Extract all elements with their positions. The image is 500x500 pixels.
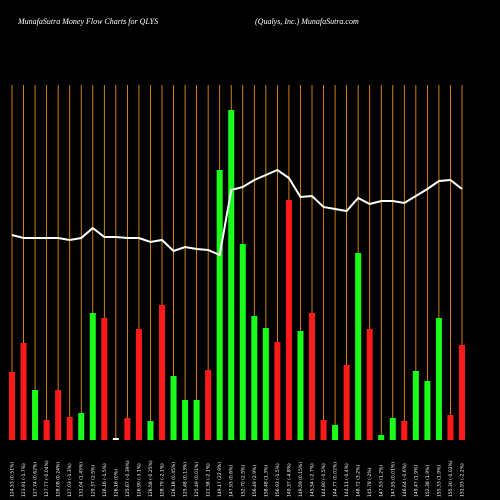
x-tick-label: 149.59 (0.15%) bbox=[298, 462, 304, 497]
x-tick-label: 125.67 (-0.39%) bbox=[125, 460, 131, 497]
bar bbox=[101, 318, 108, 440]
bar bbox=[78, 413, 85, 440]
bar bbox=[297, 331, 304, 440]
bar bbox=[193, 400, 200, 440]
bar bbox=[89, 313, 96, 440]
bar bbox=[262, 328, 269, 440]
x-tick-label: 127.77 (-0.04%) bbox=[44, 460, 50, 497]
x-tick-label: 126.58 (-0.25%) bbox=[148, 460, 154, 497]
chart-title: MunafaSutra Money Flow Charts for QLYS bbox=[17, 17, 158, 26]
bar bbox=[182, 400, 189, 440]
x-tick-label: 124.53 (0.51%) bbox=[10, 462, 16, 497]
bar bbox=[355, 253, 362, 440]
bar bbox=[43, 420, 50, 440]
x-tick-label: 128.08 (0.24%) bbox=[56, 462, 62, 497]
bar bbox=[378, 435, 385, 440]
x-tick-label: 131.04 (1.45%) bbox=[79, 462, 85, 497]
bar bbox=[228, 110, 235, 440]
price-line bbox=[11, 168, 463, 257]
bar bbox=[309, 313, 315, 440]
bar bbox=[124, 418, 131, 440]
x-tick-label: 126.16 (0%) bbox=[113, 469, 119, 497]
chart-subtitle: (Qualys, Inc.) MunafaSutra.com bbox=[255, 17, 359, 26]
bar bbox=[147, 421, 154, 440]
x-tick-label: 158.48 (1.3%) bbox=[263, 465, 269, 497]
x-tick-label: 126.16 (-1.5%) bbox=[102, 463, 108, 497]
bar bbox=[343, 365, 350, 440]
bar bbox=[251, 316, 258, 440]
bar bbox=[9, 372, 15, 440]
x-tick-label: 127.74 (0.62%) bbox=[33, 462, 39, 497]
x-tick-label: 145.78 (-2%) bbox=[367, 467, 373, 497]
bar bbox=[274, 342, 281, 440]
bar bbox=[32, 390, 39, 440]
bar bbox=[389, 418, 396, 440]
bar bbox=[412, 371, 419, 440]
bar bbox=[401, 421, 408, 440]
x-tick-label: 121.38 (-2.1%) bbox=[206, 463, 212, 497]
bar bbox=[216, 170, 223, 440]
x-tick-label: 128.79 (-2.1%) bbox=[160, 463, 166, 497]
x-tick-label: 152.70 (2.5%) bbox=[240, 465, 246, 497]
bar bbox=[424, 381, 431, 440]
bar bbox=[112, 438, 119, 440]
x-tick-label: 155.30 (-0.02%) bbox=[448, 460, 454, 497]
x-tick-label: 127.03 (-1.3%) bbox=[67, 463, 73, 497]
x-tick-label: 146.64 (-0.6%) bbox=[402, 463, 408, 497]
bar bbox=[135, 329, 142, 440]
bar bbox=[285, 200, 292, 440]
bar bbox=[320, 420, 327, 440]
x-tick-label: 151.93 (-2.2%) bbox=[460, 463, 466, 497]
x-tick-label: 156.93 (-1.5%) bbox=[275, 463, 281, 497]
bar bbox=[332, 425, 339, 440]
x-tick-label: 155.33 (1.9%) bbox=[436, 465, 442, 497]
x-tick-label: 144.77 (0.02%) bbox=[333, 462, 339, 497]
x-tick-label: 123.91 (-1.7%) bbox=[21, 463, 27, 497]
x-tick-label: 144.11 (-0.4%) bbox=[344, 463, 350, 497]
bar bbox=[159, 305, 165, 440]
x-tick-label: 149.17 (22.9%) bbox=[217, 462, 223, 497]
x-tick-label: 147.93 (0.6%) bbox=[229, 465, 235, 497]
bar bbox=[447, 415, 454, 440]
bar bbox=[435, 318, 442, 440]
bar bbox=[170, 376, 177, 440]
x-tick-label: 125.49 (0.01%) bbox=[194, 462, 200, 497]
x-tick-label: 147.55 (0.01%) bbox=[390, 462, 396, 497]
x-tick-label: 126.90 (-3.1%) bbox=[136, 463, 142, 497]
x-tick-label: 144.80 (-0.5%) bbox=[321, 463, 327, 497]
x-tick-label: 145.54 (-2.7%) bbox=[310, 463, 316, 497]
x-tick-label: 129.37 (2.5%) bbox=[90, 465, 96, 497]
x-tick-label: 125.48 (0.13%) bbox=[183, 462, 189, 497]
bar bbox=[459, 345, 465, 440]
x-tick-label: 147.53 (1.2%) bbox=[379, 465, 385, 497]
x-tick-label: 148.72 (3.2%) bbox=[356, 465, 362, 497]
x-tick-label: 152.38 (1.9%) bbox=[425, 465, 431, 497]
x-tick-label: 149.47 (1.9%) bbox=[413, 465, 419, 497]
bar bbox=[20, 343, 27, 440]
bar bbox=[55, 390, 62, 440]
bar bbox=[66, 417, 73, 440]
bar bbox=[366, 329, 373, 440]
bar bbox=[239, 244, 246, 440]
x-tick-label: 156.49 (2.9%) bbox=[252, 465, 258, 497]
bar bbox=[205, 370, 212, 440]
x-tick-label: 149.37 (-4.8%) bbox=[286, 463, 292, 497]
x-tick-label: 126.18 (0.45%) bbox=[171, 462, 177, 497]
